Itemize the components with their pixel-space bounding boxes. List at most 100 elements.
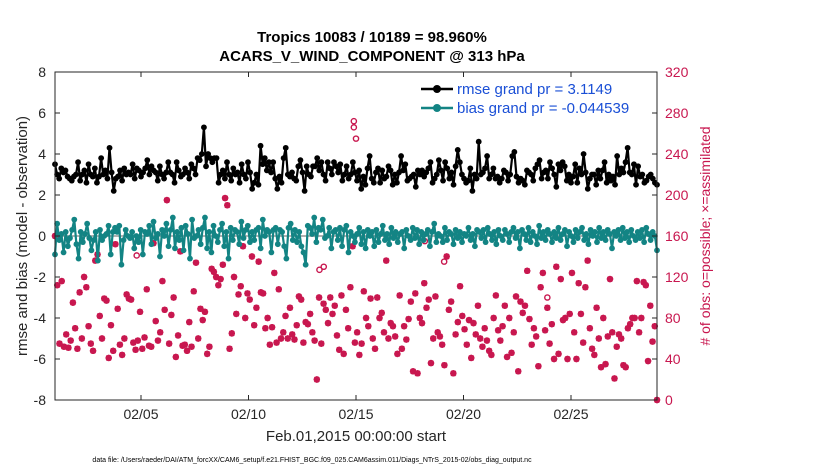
rmse-point [549,165,556,172]
x-tick-label: 02/15 [338,406,373,422]
obs-assimilated-marker [344,325,352,332]
bias-point [105,222,112,229]
rmse-point [247,169,253,176]
rmse-point [295,163,302,170]
bias-point [184,231,191,237]
bias-point [157,253,163,260]
bias-point [339,243,345,250]
rmse-point [270,159,277,166]
rmse-point [349,159,356,166]
bias-point [202,214,208,221]
legend-rmse-label: rmse grand pr = 3.1149 [457,81,612,98]
rmse-point [595,167,602,174]
obs-assimilated-marker [333,332,341,339]
rmse-point [249,185,256,192]
obs-assimilated-marker [313,376,321,383]
bias-point [388,224,395,231]
bias-point [84,220,91,227]
obs-assimilated-marker [400,323,408,330]
bias-point [167,226,174,233]
obs-assimilated-marker [376,314,383,322]
rmse-point [335,169,342,176]
bias-point [495,226,502,233]
obs-assimilated-marker [389,323,397,330]
obs-assimilated-marker [606,275,614,283]
obs-assimilated-marker [351,339,359,346]
obs-assimilated-marker [535,362,542,370]
obs-assimilated-marker [416,314,423,322]
obs-assimilated-marker [499,323,506,330]
bias-point [328,245,335,252]
obs-assimilated-marker [136,308,144,316]
obs-assimilated-marker [412,290,419,297]
y2-tick-label: 240 [665,146,689,162]
bias-point [135,239,142,246]
rmse-point [366,153,373,159]
obs-assimilated-marker [546,340,553,347]
y-tick-label: 8 [38,64,46,80]
obs-assimilated-marker [398,345,406,352]
obs-assimilated-marker [277,335,285,342]
obs-assimilated-marker [602,360,609,368]
obs-assimilated-marker [461,326,468,333]
bias-point [154,231,161,237]
bias-point [133,233,140,239]
bias-point [596,224,603,231]
rmse-point [377,179,384,186]
rmse-point [568,179,574,186]
obs-assimilated-marker [515,368,522,375]
bias-point [212,233,219,239]
bias-point [619,224,626,231]
data-file-footer: data file: /Users/raeder/DAI/ATM_forcXX/… [92,457,532,464]
obs-assimilated-marker [349,243,356,250]
obs-assimilated-marker [293,321,300,329]
obs-assimilated-marker [300,339,307,346]
rmse-point [610,173,616,180]
rmse-point [452,163,459,170]
obs-assimilated-marker [237,283,244,290]
obs-assimilated-marker [521,302,529,309]
obs-assimilated-marker [391,333,399,340]
rmse-point [236,179,243,186]
obs-assimilated-marker [266,341,274,348]
obs-assimilated-marker [638,314,645,322]
bias-point [187,255,193,262]
obs-assimilated-marker [494,327,502,334]
obs-assimilated-marker [327,294,334,301]
rmse-point [83,179,90,186]
obs-assimilated-marker [365,323,372,330]
bias-point [583,231,590,237]
bias-point [88,247,95,254]
obs-assimilated-marker [87,340,95,347]
obs-assimilated-marker [172,353,180,361]
rmse-point [591,171,597,178]
rmse-point [545,175,551,182]
bias-point [512,235,519,241]
obs-assimilated-marker [230,273,238,281]
bias-point [217,226,223,233]
bias-point [221,243,228,250]
x-axis-label: Feb.01,2015 00:00:00 start [266,428,447,445]
bias-point [103,231,110,237]
rmse-point [131,175,138,182]
obs-assimilated-marker [577,310,585,318]
rmse-point [450,181,457,188]
bias-point [219,220,226,227]
bias-point [64,243,71,250]
rmse-point [490,165,497,172]
rmse-point [301,188,308,194]
obs-assimilated-marker [450,370,457,377]
obs-assimilated-marker [212,273,220,281]
obs-assimilated-marker [201,308,209,316]
bias-point [516,245,523,252]
obs-assimilated-marker [329,310,336,318]
y2-tick-label: 80 [665,310,681,326]
rmse-point [318,159,325,166]
rmse-point [379,167,386,174]
obs-assimilated-marker [259,290,267,297]
obs-assimilated-marker [436,333,444,340]
rmse-point [425,165,432,172]
obs-assimilated-marker [624,325,632,332]
rmse-point [362,181,369,188]
rmse-point [446,175,453,182]
